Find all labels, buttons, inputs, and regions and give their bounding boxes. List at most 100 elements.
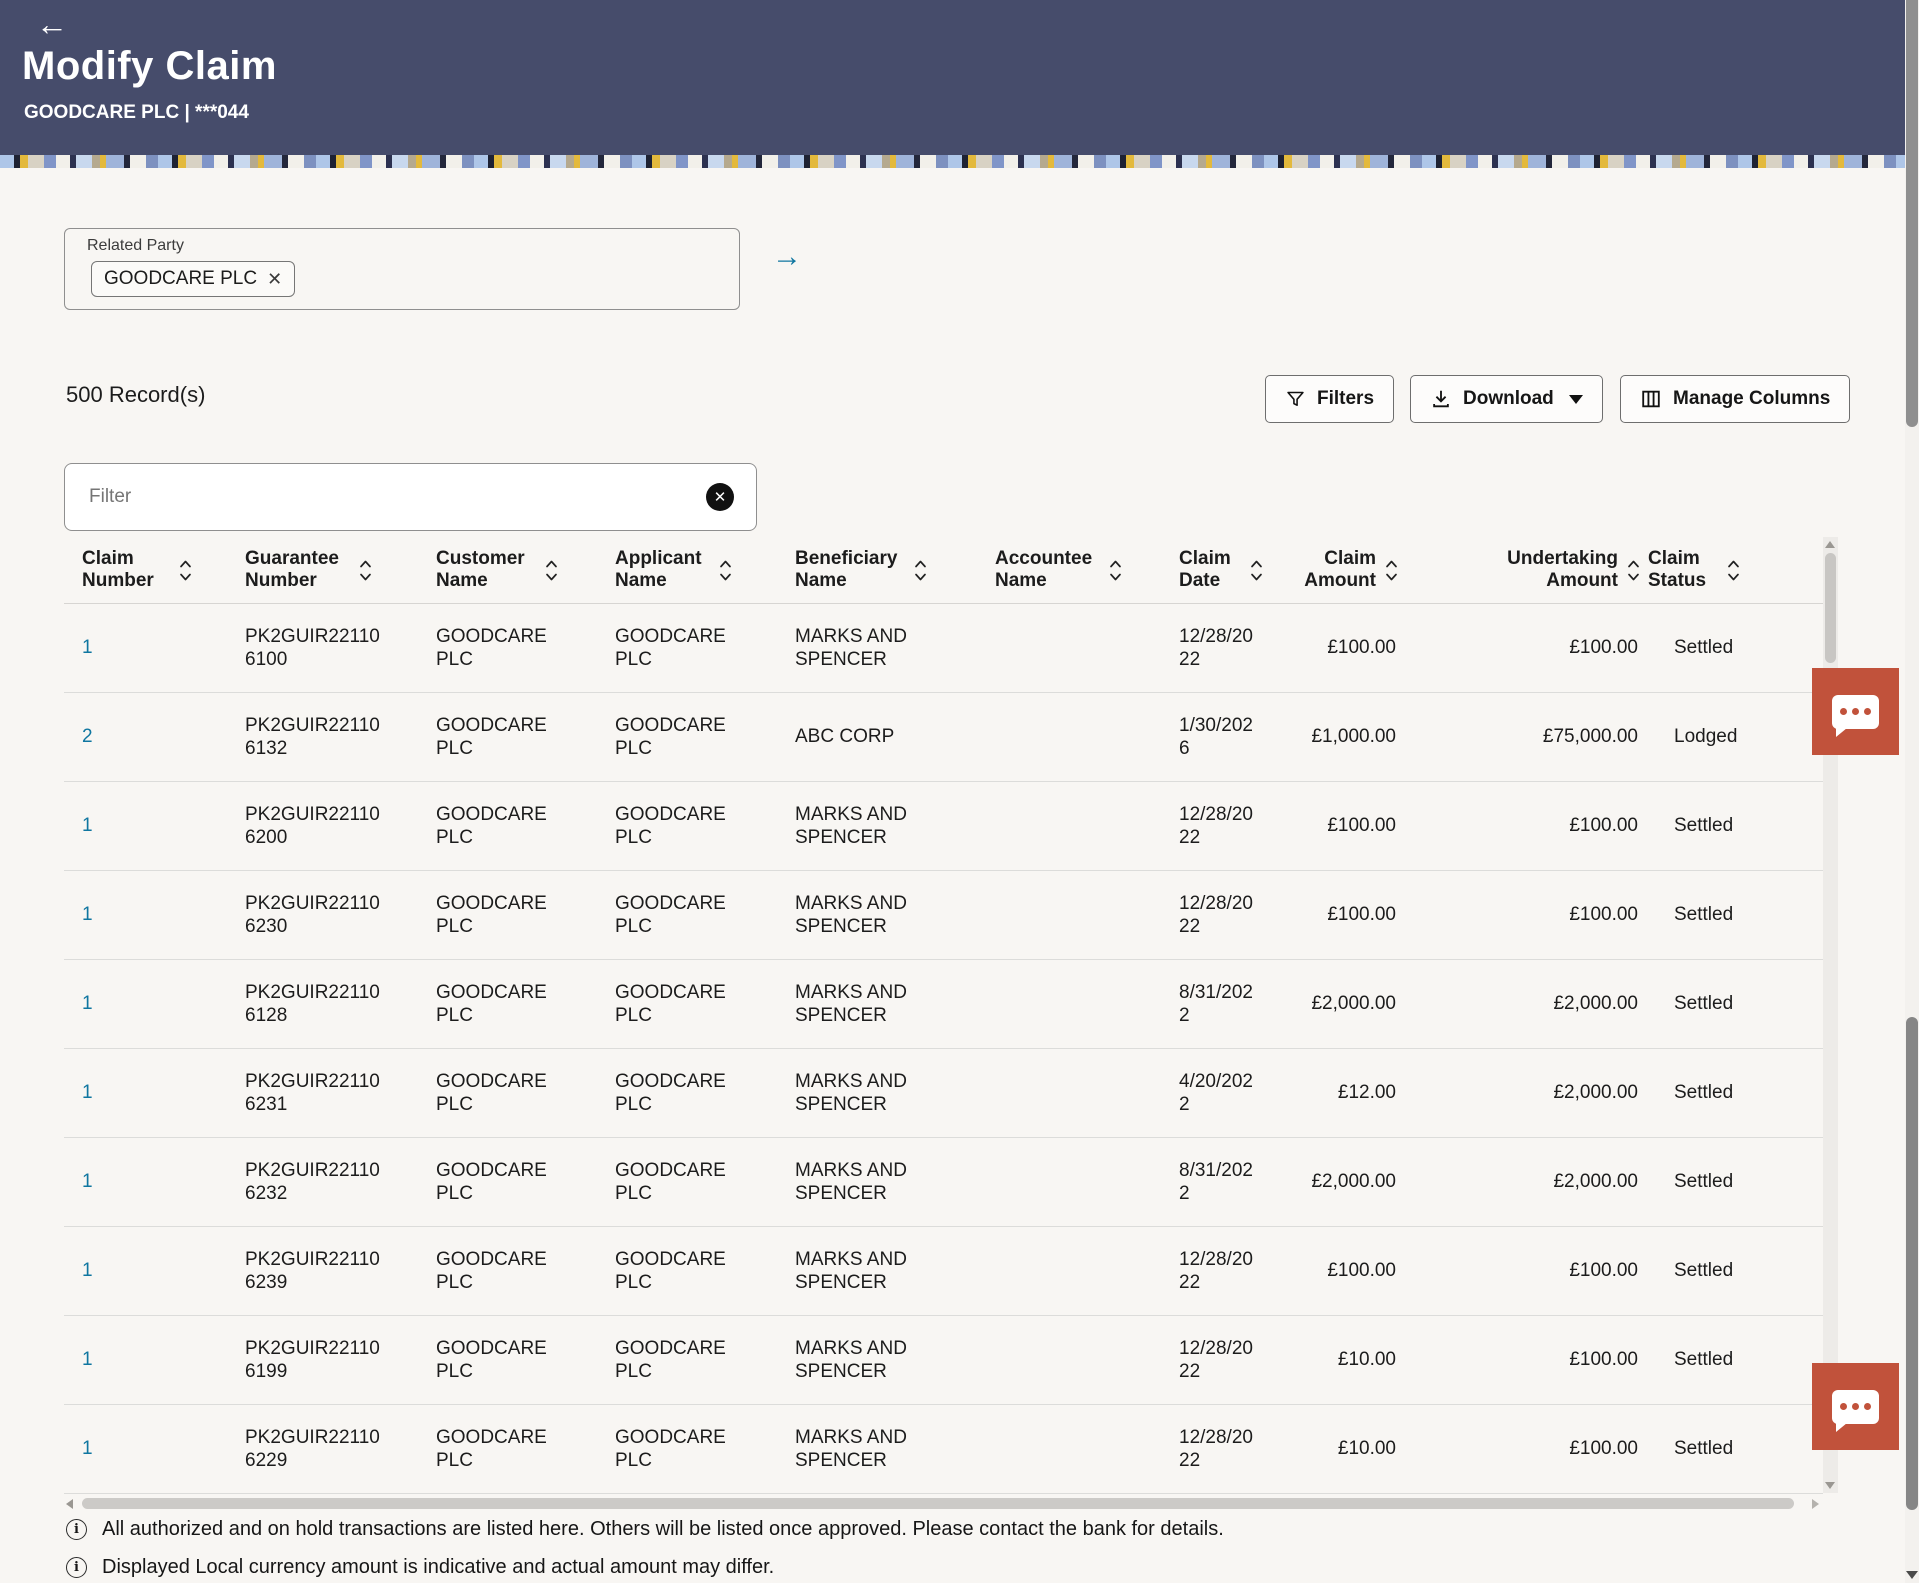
- cell-value: MARKS AND SPENCER: [795, 981, 907, 1026]
- cell-guarantee-number: PK2GUIR221106239: [245, 1227, 436, 1315]
- related-party-field[interactable]: Related Party GOODCARE PLC ✕: [64, 228, 740, 310]
- table-horizontal-scrollbar[interactable]: [64, 1496, 1823, 1511]
- manage-columns-button[interactable]: Manage Columns: [1620, 375, 1851, 423]
- cell-beneficiary-name: MARKS AND SPENCER: [795, 871, 995, 959]
- column-header-accountee-name[interactable]: Accountee Name: [995, 537, 1179, 603]
- cell-claim-amount: £100.00: [1279, 782, 1406, 870]
- scroll-down-icon[interactable]: [1906, 1571, 1918, 1579]
- cell-claim-status: Settled: [1648, 960, 1822, 1048]
- cell-customer-name: GOODCARE PLC: [436, 1316, 615, 1404]
- chat-feedback-button[interactable]: [1812, 668, 1899, 755]
- column-header-customer-name[interactable]: Customer Name: [436, 537, 615, 603]
- download-button[interactable]: Download: [1410, 375, 1603, 423]
- info-icon: i: [66, 1519, 87, 1540]
- table-vertical-scrollbar[interactable]: [1823, 537, 1838, 1493]
- page-scroll-thumb[interactable]: [1906, 0, 1918, 427]
- cell-accountee-name: [995, 1049, 1179, 1137]
- sort-icon[interactable]: [1109, 557, 1122, 584]
- column-header-claim-amount[interactable]: Claim Amount: [1279, 537, 1406, 603]
- column-header-claim-status[interactable]: Claim Status: [1648, 537, 1822, 603]
- cell-value: 12/28/2022: [1179, 803, 1253, 848]
- sort-icon[interactable]: [719, 557, 732, 584]
- cell-claim-number[interactable]: 1: [82, 960, 245, 1048]
- chip-remove-icon[interactable]: ✕: [267, 268, 283, 289]
- column-header-beneficiary-name[interactable]: Beneficiary Name: [795, 537, 995, 603]
- cell-value: GOODCARE PLC: [436, 1248, 547, 1293]
- cell-claim-number[interactable]: 1: [82, 1405, 245, 1493]
- cell-claim-date: 4/20/2022: [1179, 1049, 1279, 1137]
- table-row: 1 PK2GUIR221106229 GOODCARE PLC GOODCARE PL…: [64, 1405, 1823, 1494]
- table-hscroll-thumb[interactable]: [82, 1498, 1794, 1509]
- sort-icon[interactable]: [179, 557, 192, 584]
- cell-value: MARKS AND SPENCER: [795, 803, 907, 848]
- cell-value: £2,000.00: [1553, 1082, 1638, 1104]
- sort-icon[interactable]: [359, 557, 372, 584]
- column-header-label: Accountee Name: [995, 548, 1093, 591]
- column-header-label: Applicant Name: [615, 548, 702, 591]
- cell-guarantee-number: PK2GUIR221106128: [245, 960, 436, 1048]
- cell-claim-amount: £1,000.00: [1279, 693, 1406, 781]
- cell-claim-number[interactable]: 2: [82, 693, 245, 781]
- column-header-applicant-name[interactable]: Applicant Name: [615, 537, 795, 603]
- cell-accountee-name: [995, 604, 1179, 692]
- related-party-chip[interactable]: GOODCARE PLC ✕: [91, 261, 296, 297]
- scroll-up-icon[interactable]: [1825, 541, 1835, 548]
- cell-customer-name: GOODCARE PLC: [436, 1405, 615, 1493]
- cell-claim-number[interactable]: 1: [82, 782, 245, 870]
- cell-accountee-name: [995, 960, 1179, 1048]
- cell-claim-number[interactable]: 1: [82, 1049, 245, 1137]
- cell-undertaking-amount: £2,000.00: [1406, 1049, 1648, 1137]
- related-party-label: Related Party: [87, 237, 184, 254]
- filters-button[interactable]: Filters: [1265, 375, 1395, 423]
- cell-claim-number[interactable]: 1: [82, 604, 245, 692]
- cell-guarantee-number: PK2GUIR221106100: [245, 604, 436, 692]
- page-scroll-thumb[interactable]: [1906, 1017, 1918, 1510]
- chat-feedback-button[interactable]: [1812, 1363, 1899, 1450]
- cell-applicant-name: GOODCARE PLC: [615, 782, 795, 870]
- cell-value: 1: [82, 1260, 93, 1282]
- sort-icon[interactable]: [914, 557, 927, 584]
- cell-value: £1,000.00: [1311, 726, 1396, 748]
- cell-claim-date: 12/28/2022: [1179, 871, 1279, 959]
- sort-icon[interactable]: [1250, 557, 1263, 584]
- cell-value: 12/28/2022: [1179, 1248, 1253, 1293]
- scroll-right-icon[interactable]: [1812, 1499, 1819, 1509]
- info-icon: i: [66, 1557, 87, 1578]
- page-scrollbar[interactable]: [1905, 0, 1919, 1583]
- cell-claim-date: 12/28/2022: [1179, 782, 1279, 870]
- column-header-label: Claim Number: [82, 548, 154, 591]
- table-row: 1 PK2GUIR221106199 GOODCARE PLC GOODCARE PL…: [64, 1316, 1823, 1405]
- apply-filter-arrow-icon[interactable]: →: [772, 240, 802, 273]
- cell-beneficiary-name: ABC CORP: [795, 693, 995, 781]
- cell-guarantee-number: PK2GUIR221106231: [245, 1049, 436, 1137]
- table-row: 1 PK2GUIR221106239 GOODCARE PLC GOODCARE PL…: [64, 1227, 1823, 1316]
- column-header-guarantee-number[interactable]: Guarantee Number: [245, 537, 436, 603]
- table-header-row: Claim Number Guarantee Number Customer Nam…: [64, 537, 1823, 604]
- scroll-down-icon[interactable]: [1825, 1482, 1835, 1489]
- clear-filter-icon[interactable]: ✕: [706, 483, 734, 511]
- sort-icon[interactable]: [1727, 557, 1740, 584]
- column-header-claim-number[interactable]: Claim Number: [82, 537, 245, 603]
- scroll-left-icon[interactable]: [66, 1499, 73, 1509]
- cell-value: PK2GUIR221106100: [245, 625, 380, 670]
- table-row: 1 PK2GUIR221106100 GOODCARE PLC GOODCARE PL…: [64, 604, 1823, 693]
- column-header-undertaking-amount[interactable]: Undertaking Amount: [1406, 537, 1648, 603]
- cell-value: GOODCARE PLC: [436, 1159, 547, 1204]
- cell-claim-number[interactable]: 1: [82, 1316, 245, 1404]
- back-arrow-icon[interactable]: ←: [36, 6, 68, 42]
- table-vscroll-thumb[interactable]: [1825, 553, 1836, 663]
- sort-icon[interactable]: [1385, 557, 1398, 584]
- column-header-claim-date[interactable]: Claim Date: [1179, 537, 1279, 603]
- cell-value: MARKS AND SPENCER: [795, 892, 907, 937]
- sort-icon[interactable]: [1627, 557, 1640, 584]
- table-filter-field: ✕: [64, 463, 757, 531]
- cell-claim-number[interactable]: 1: [82, 1138, 245, 1226]
- cell-value: Settled: [1674, 904, 1734, 926]
- cell-applicant-name: GOODCARE PLC: [615, 1227, 795, 1315]
- cell-claim-amount: £2,000.00: [1279, 960, 1406, 1048]
- cell-value: 1: [82, 993, 93, 1015]
- sort-icon[interactable]: [545, 557, 558, 584]
- cell-claim-number[interactable]: 1: [82, 1227, 245, 1315]
- cell-claim-number[interactable]: 1: [82, 871, 245, 959]
- filter-input[interactable]: [65, 486, 706, 508]
